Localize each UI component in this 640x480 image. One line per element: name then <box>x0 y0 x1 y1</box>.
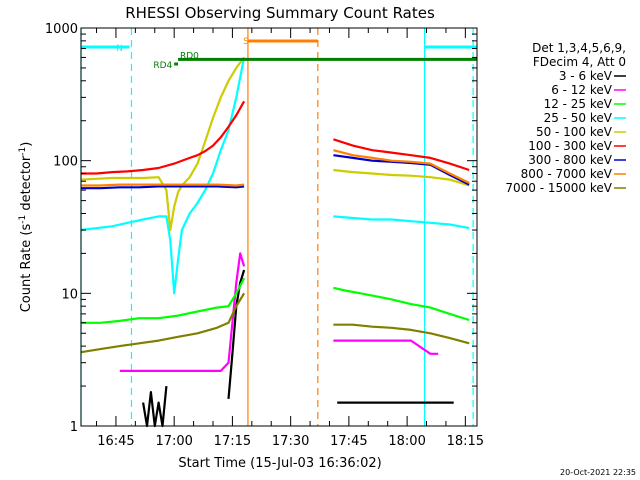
y-tick-label: 10 <box>61 287 78 302</box>
legend-label: 300 - 800 keV <box>528 153 612 167</box>
x-axis-ticks: 16:45 17:00 17:15 17:30 17:45 18:00 18:15 <box>96 28 484 449</box>
y-axis-label: Count Rate (s-1 detector-1) <box>18 142 34 313</box>
flag-label-n: N <box>116 44 123 54</box>
legend-header-2: FDecim 4, Att 0 <box>533 55 626 69</box>
legend-header-1: Det 1,3,4,5,6,9, <box>532 41 626 55</box>
series-line-300-800-kev <box>333 154 470 186</box>
legend-label: 50 - 100 keV <box>536 125 613 139</box>
series-line-6-12-kev <box>119 252 246 372</box>
x-tick-label: 16:45 <box>97 434 134 449</box>
legend: Det 1,3,4,5,6,9, FDecim 4, Att 0 3 - 6 k… <box>505 41 626 195</box>
series-line-800-7000-kev <box>333 149 470 184</box>
flag-bars: N S RD0 RD4 <box>81 37 477 71</box>
series-line-6-12-kev <box>333 339 439 355</box>
series-line-12-25-kev <box>81 277 246 324</box>
x-axis-label: Start Time (15-Jul-03 16:36:02) <box>178 456 381 471</box>
series-line-25-50-kev <box>333 215 470 230</box>
series-line-7000-15000-kev <box>333 323 470 345</box>
x-tick-label: 17:15 <box>214 434 251 449</box>
y-tick-label: 1000 <box>45 22 78 37</box>
footer-timestamp: 20-Oct-2021 22:35 <box>560 468 636 477</box>
x-tick-label: 17:30 <box>272 434 309 449</box>
flag-label-rd0: RD0 <box>180 51 199 61</box>
legend-label: 100 - 300 keV <box>528 139 612 153</box>
series-line-50-100-kev <box>333 168 470 187</box>
legend-label: 7000 - 15000 keV <box>505 181 612 195</box>
flag-label-s: S <box>243 37 249 47</box>
series-line-100-300-kev <box>81 100 246 175</box>
series-line-300-800-kev <box>81 185 245 190</box>
series-line-800-7000-kev <box>81 183 245 187</box>
x-tick-label: 18:15 <box>447 434 484 449</box>
y-tick-label: 100 <box>53 155 78 170</box>
y-axis-ticks: 1 10 100 1000 <box>45 22 477 435</box>
legend-label: 25 - 50 keV <box>544 111 613 125</box>
flag-label-rd4: RD4 <box>153 61 172 71</box>
y-tick-label: 1 <box>70 420 78 435</box>
series-line-50-100-kev <box>80 56 245 232</box>
legend-label: 800 - 7000 keV <box>521 167 613 181</box>
plot-frame <box>80 27 478 427</box>
chart-title: RHESSI Observing Summary Count Rates <box>125 4 435 22</box>
legend-label: 6 - 12 keV <box>551 83 613 97</box>
x-tick-label: 18:00 <box>388 434 425 449</box>
series-line-100-300-kev <box>333 138 470 172</box>
legend-label: 3 - 6 keV <box>559 69 613 83</box>
series-line-7000-15000-kev <box>80 292 246 354</box>
x-tick-label: 17:00 <box>155 434 192 449</box>
x-tick-label: 17:45 <box>330 434 367 449</box>
series-line-25-50-kev <box>80 57 246 295</box>
legend-label: 12 - 25 keV <box>544 97 613 111</box>
series-line-12-25-kev <box>333 286 470 322</box>
